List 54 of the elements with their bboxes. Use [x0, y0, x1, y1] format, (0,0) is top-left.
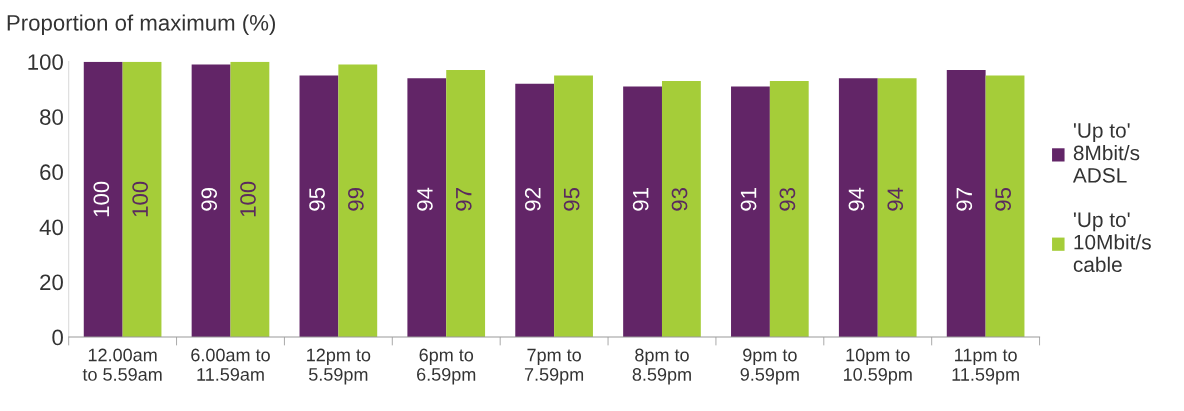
bar	[731, 86, 770, 338]
x-tick-label: 9pm to 9.59pm	[740, 348, 799, 385]
bar	[877, 78, 917, 338]
y-tick-label: 0	[52, 329, 63, 346]
bar	[946, 69, 986, 338]
y-tick-label: 100	[28, 54, 63, 70]
y-tick-label: 80	[40, 109, 63, 125]
legend-label: 'Up to' 10Mbit/s cable	[1073, 212, 1151, 273]
x-tick-label: 11pm to 11.59pm	[952, 348, 1019, 385]
data-label: 94	[848, 187, 865, 211]
bar	[985, 75, 1025, 338]
data-label: 99	[348, 188, 364, 211]
data-label: 99	[201, 188, 218, 211]
bar	[299, 75, 339, 338]
data-label: 94	[887, 187, 904, 211]
x-tick-label: 6.00am to 11.59am	[191, 348, 270, 381]
y-tick-label: 40	[39, 219, 63, 236]
bar	[769, 80, 809, 338]
x-tick-label: 10pm to 10.59pm	[843, 348, 912, 385]
bar	[515, 83, 555, 338]
legend-label: 'Up to' 8Mbit/s ADSL	[1072, 123, 1140, 183]
data-label: 95	[563, 187, 580, 211]
y-tick-label: 20	[40, 274, 63, 291]
data-label: 100	[240, 181, 256, 217]
y-axis-title: Proportion of maximum (%)	[7, 14, 275, 36]
bar	[446, 69, 486, 338]
bar	[191, 64, 231, 338]
data-label: 92	[524, 188, 541, 211]
data-label: 97	[455, 188, 472, 211]
bar	[623, 86, 662, 338]
data-label: 94	[417, 187, 433, 211]
bar	[554, 75, 593, 338]
data-label: 95	[995, 187, 1011, 211]
bar	[230, 61, 270, 338]
bar	[338, 64, 378, 338]
bar	[838, 78, 878, 338]
data-label: 91	[632, 188, 649, 211]
data-label: 100	[93, 181, 110, 217]
x-tick-label: 8pm to 8.59pm	[632, 348, 691, 385]
data-label: 93	[671, 187, 688, 211]
bar	[661, 80, 701, 338]
bar	[83, 61, 123, 338]
x-tick-label: 12.00am to 5.59am	[82, 348, 162, 381]
data-label: 95	[309, 187, 325, 211]
data-label: 100	[132, 181, 148, 217]
y-tick-label: 60	[40, 164, 63, 181]
bar	[407, 78, 447, 338]
data-label: 91	[740, 188, 757, 211]
x-tick-label: 12pm to 5.59pm	[307, 348, 371, 385]
x-tick-label: 7pm to 7.59pm	[524, 348, 584, 385]
data-label: 97	[956, 188, 973, 211]
bar	[122, 61, 162, 338]
data-label: 93	[779, 187, 796, 211]
x-tick-label: 6pm to 6.59pm	[417, 348, 476, 385]
